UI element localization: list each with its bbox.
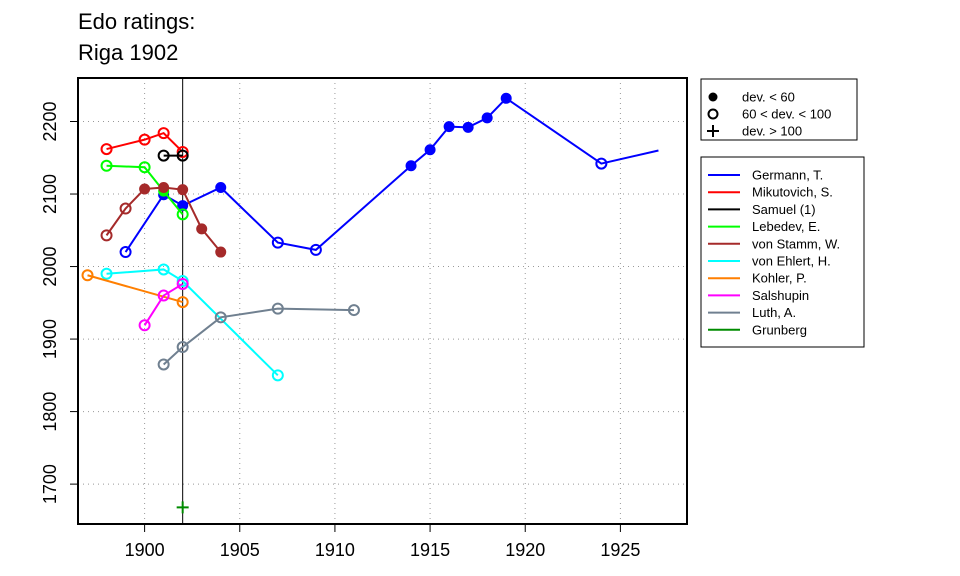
axes: 1900 1905 1910 1915 1920 1925 1700 1800 1900 2000… — [40, 101, 640, 560]
data-point — [100, 267, 113, 280]
data-point — [138, 319, 151, 332]
data-point — [176, 208, 189, 221]
data-point — [215, 182, 227, 194]
x-tick-label: 1905 — [220, 540, 260, 560]
series-legend-box — [700, 156, 865, 348]
legend-label: Luth, A. — [752, 305, 796, 320]
legend-label: Grunberg — [752, 322, 807, 337]
data-point — [481, 112, 493, 124]
data-point — [196, 223, 208, 235]
data-point — [157, 289, 170, 302]
series-9 — [176, 501, 189, 514]
legend-label: 60 < dev. < 100 — [742, 107, 831, 122]
legend-label: Germann, T. — [752, 168, 823, 183]
series-8 — [157, 302, 360, 371]
data-point — [157, 149, 170, 162]
data-point — [443, 121, 455, 133]
legend-label: Kohler, P. — [752, 271, 807, 286]
grid — [78, 78, 687, 524]
data-point — [157, 263, 170, 276]
chart-title: Edo ratings: — [78, 9, 195, 34]
y-tick-label: 2000 — [40, 247, 60, 287]
series-line — [106, 164, 184, 215]
data-point — [176, 296, 189, 309]
data-point — [271, 302, 284, 315]
series-line — [106, 268, 279, 377]
legend-label: Salshupin — [752, 288, 809, 303]
data-point — [100, 229, 113, 242]
series-line — [162, 307, 354, 366]
series-4 — [100, 182, 227, 258]
series-6 — [81, 269, 189, 309]
data-point — [405, 160, 417, 172]
x-tick-label: 1915 — [410, 540, 450, 560]
y-tick-label: 1700 — [40, 464, 60, 504]
marker-legend: dev. < 60 60 < dev. < 100 dev. > 100 — [700, 78, 858, 141]
marker-legend-box — [700, 78, 858, 141]
data-point — [176, 145, 189, 158]
data-point — [176, 501, 189, 514]
legend-label: dev. < 60 — [742, 90, 795, 105]
x-tick-label: 1920 — [505, 540, 545, 560]
series-7 — [138, 277, 189, 332]
x-tick-label: 1910 — [315, 540, 355, 560]
data-point — [309, 243, 322, 256]
data-point — [119, 202, 132, 215]
data-point — [176, 277, 189, 290]
series — [81, 92, 659, 514]
y-tick-label: 2100 — [40, 174, 60, 214]
legend-label: von Ehlert, H. — [752, 254, 831, 269]
legend-label: dev. > 100 — [742, 124, 802, 139]
data-point — [158, 182, 170, 194]
series-line — [106, 131, 184, 153]
plot-area-border — [77, 77, 688, 525]
data-point — [100, 143, 113, 156]
data-point — [462, 121, 474, 133]
legend-plus-icon — [707, 125, 719, 137]
data-point — [500, 92, 512, 104]
data-point — [177, 184, 189, 196]
series-1 — [100, 127, 189, 158]
data-point — [215, 246, 227, 258]
legend-label: Mikutovich, S. — [752, 185, 833, 200]
data-point — [119, 246, 132, 259]
legend-open-circle-icon — [707, 108, 719, 120]
legend-label: Lebedev, E. — [752, 219, 820, 234]
data-point — [139, 183, 151, 195]
y-tick-label: 2200 — [40, 101, 60, 141]
y-tick-label: 1800 — [40, 392, 60, 432]
data-point — [271, 369, 284, 382]
series-line — [143, 283, 184, 326]
series-legend: Germann, T. Mikutovich, S. Samuel (1) Lebed… — [700, 156, 865, 348]
x-tick-label: 1925 — [600, 540, 640, 560]
series-2 — [157, 149, 189, 162]
data-point — [100, 159, 113, 172]
data-point — [595, 157, 608, 170]
data-point — [157, 358, 170, 371]
data-point — [157, 127, 170, 140]
data-point — [138, 161, 151, 174]
legend-filled-circle-icon — [708, 92, 718, 102]
data-point — [177, 200, 189, 212]
data-point — [176, 341, 189, 354]
data-point — [347, 304, 360, 317]
chart-subtitle: Riga 1902 — [78, 40, 178, 65]
series-5 — [100, 263, 284, 382]
data-point — [424, 144, 436, 156]
data-point — [81, 269, 94, 282]
legend-label: Samuel (1) — [752, 202, 816, 217]
x-tick-label: 1900 — [125, 540, 165, 560]
y-tick-label: 1900 — [40, 319, 60, 359]
data-point — [271, 236, 284, 249]
series-line — [87, 274, 183, 304]
data-point — [214, 311, 227, 324]
legend-label: von Stamm, W. — [752, 236, 840, 251]
data-point — [176, 149, 189, 162]
data-point — [138, 133, 151, 146]
